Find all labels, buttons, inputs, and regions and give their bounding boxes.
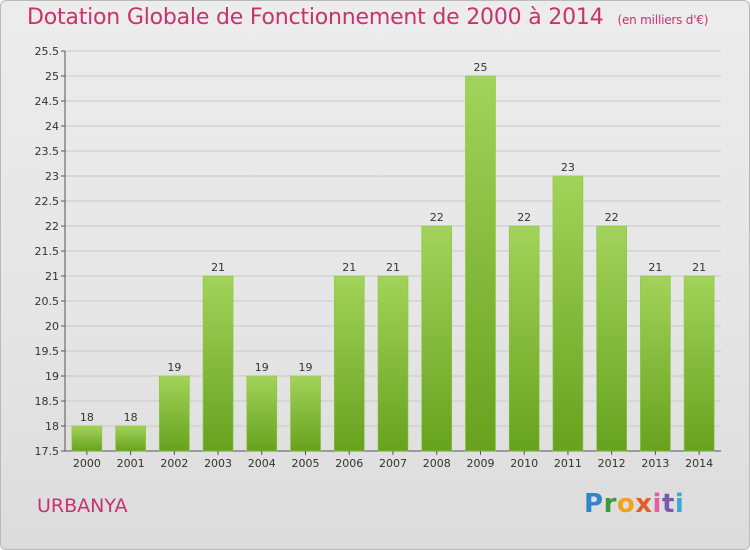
value-label-2002: 19 <box>167 361 181 374</box>
value-label-2001: 18 <box>124 411 138 424</box>
value-label-2011: 23 <box>561 161 575 174</box>
x-tick-label-2010: 2010 <box>510 457 538 470</box>
bar-2009 <box>465 75 496 452</box>
logo-letter: x <box>635 489 653 519</box>
bar-2010 <box>508 225 540 452</box>
commune-name: URBANYA <box>37 495 128 517</box>
value-label-2003: 21 <box>211 261 225 274</box>
x-tick-label-2004: 2004 <box>248 457 276 470</box>
value-label-2007: 21 <box>386 261 400 274</box>
bar-2003 <box>202 275 234 452</box>
bar-2014 <box>683 275 715 452</box>
x-tick-label-2006: 2006 <box>335 457 363 470</box>
bar-2011 <box>552 175 584 452</box>
x-tick-label-2000: 2000 <box>73 457 101 470</box>
y-tick-label: 20.5 <box>35 295 60 308</box>
bar-2007 <box>377 275 409 452</box>
y-tick-label: 21.5 <box>35 245 60 258</box>
bar-2008 <box>421 225 453 452</box>
y-tick-label: 22.5 <box>35 195 60 208</box>
y-tick-label: 19 <box>45 370 59 383</box>
y-tick-label: 23.5 <box>35 145 60 158</box>
chart-title: Dotation Globale de Fonctionnement de 20… <box>27 5 708 30</box>
logo-letter: t <box>661 489 675 519</box>
value-label-2012: 22 <box>605 211 619 224</box>
bars <box>71 75 715 452</box>
value-label-2008: 22 <box>430 211 444 224</box>
x-tick-labels: 2000 2001 2002 2003 2004 2005 2006 2007 2008 2009… <box>73 451 713 470</box>
logo-letter: r <box>603 489 617 519</box>
value-label-2009: 25 <box>473 61 487 74</box>
y-tick-label: 24.5 <box>35 95 60 108</box>
y-tick-label: 20 <box>45 320 59 333</box>
x-tick-label-2014: 2014 <box>685 457 713 470</box>
y-tick-label: 18.5 <box>35 395 60 408</box>
bar-2000 <box>71 425 103 452</box>
y-tick-label: 18 <box>45 420 59 433</box>
value-label-2004: 19 <box>255 361 269 374</box>
bar-2013 <box>640 275 671 452</box>
logo-letter: i <box>674 489 685 519</box>
y-tick-labels: 17.5 18 18.5 19 19.5 20 20.5 21 21.5 22 22.5 23 23.5… <box>35 45 60 458</box>
logo-letter: o <box>616 489 636 519</box>
logo-letter: i <box>652 489 662 519</box>
y-tick-label: 23 <box>45 170 59 183</box>
value-label-2014: 21 <box>692 261 706 274</box>
y-tick-label: 25 <box>45 70 59 83</box>
value-labels: 18 18 19 21 19 19 21 21 22 25 22 23 22 21 21 <box>80 61 706 424</box>
y-tick-label: 19.5 <box>35 345 60 358</box>
bar-2006 <box>333 275 365 452</box>
value-label-2006: 21 <box>342 261 356 274</box>
logo-letter: P <box>584 489 604 519</box>
x-tick-label-2002: 2002 <box>160 457 188 470</box>
bar-2012 <box>596 225 627 452</box>
y-tick-label: 22 <box>45 220 59 233</box>
x-tick-label-2005: 2005 <box>292 457 320 470</box>
value-label-2005: 19 <box>299 361 313 374</box>
y-tick-label: 21 <box>45 270 59 283</box>
x-tick-label-2003: 2003 <box>204 457 232 470</box>
bar-2001 <box>115 425 146 452</box>
x-tick-label-2013: 2013 <box>641 457 669 470</box>
value-label-2010: 22 <box>517 211 531 224</box>
chart-title-text: Dotation Globale de Fonctionnement de 20… <box>27 5 604 30</box>
y-tick-label: 25.5 <box>35 45 60 58</box>
x-tick-label-2011: 2011 <box>554 457 582 470</box>
y-tick-label: 24 <box>45 120 59 133</box>
x-tick-label-2008: 2008 <box>423 457 451 470</box>
bar-2004 <box>246 375 278 452</box>
bar-2005 <box>290 375 321 452</box>
x-tick-label-2007: 2007 <box>379 457 407 470</box>
proxiti-logo[interactable]: Proxiti <box>584 489 684 519</box>
x-tick-label-2009: 2009 <box>466 457 494 470</box>
bar-2002 <box>159 375 190 452</box>
value-label-2013: 21 <box>648 261 662 274</box>
x-tick-label-2001: 2001 <box>117 457 145 470</box>
value-label-2000: 18 <box>80 411 94 424</box>
y-tick-label: 17.5 <box>35 445 60 458</box>
chart-unit: (en milliers d'€) <box>617 13 709 27</box>
x-tick-label-2012: 2012 <box>598 457 626 470</box>
